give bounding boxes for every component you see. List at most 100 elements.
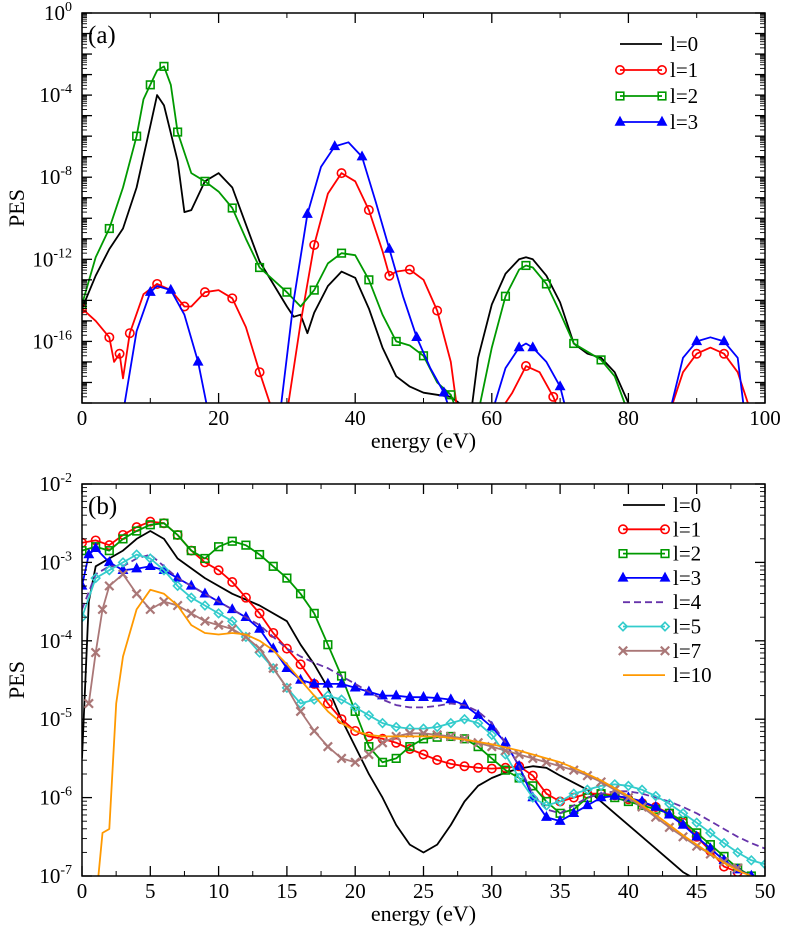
data-point (295, 659, 306, 670)
data-point (104, 223, 114, 234)
data-point (486, 729, 498, 741)
data-point (664, 798, 675, 810)
data-point (309, 239, 320, 250)
legend-marker (617, 621, 629, 632)
x-tick-label: 20 (208, 406, 229, 430)
data-point (200, 553, 210, 564)
data-point (391, 737, 402, 748)
legend-marker (657, 91, 667, 101)
series-l-1 (82, 168, 749, 403)
data-point (691, 830, 703, 841)
data-point (356, 150, 368, 161)
legend-label: l=1 (670, 58, 698, 82)
data-point (445, 731, 456, 742)
data-point (308, 677, 320, 688)
data-point (282, 573, 292, 583)
data-point (609, 789, 621, 800)
data-point (213, 620, 224, 631)
data-point (144, 285, 156, 296)
data-point (487, 753, 497, 763)
data-point (377, 689, 388, 700)
data-point (90, 542, 102, 552)
y-axis-label: PES (4, 661, 29, 699)
data-point (131, 588, 142, 599)
legend-label: l=3 (673, 566, 701, 590)
data-point (541, 279, 552, 289)
data-point (473, 762, 484, 773)
data-point (117, 557, 129, 568)
x-tick-label: 45 (686, 879, 707, 903)
data-point (145, 520, 155, 530)
y-tick-label: 10-2 (39, 471, 72, 496)
data-point (281, 643, 292, 654)
data-point (323, 640, 333, 650)
y-tick-label: 100 (44, 0, 72, 25)
data-point (336, 168, 347, 179)
data-point (186, 546, 196, 556)
data-point (677, 807, 689, 819)
series-line (97, 588, 752, 876)
legend-marker (618, 548, 628, 559)
data-point (540, 810, 552, 821)
data-point (131, 562, 143, 573)
data-point (301, 207, 313, 218)
series-l-0 (82, 530, 692, 876)
data-point (705, 827, 716, 839)
data-point (432, 305, 443, 316)
data-point (97, 604, 108, 615)
legend-marker (659, 524, 670, 535)
data-point (336, 677, 347, 688)
y-tick-label: 10-3 (39, 549, 72, 574)
data-point (124, 328, 135, 339)
data-point (173, 127, 183, 137)
x-tick-label: 80 (618, 406, 639, 430)
data-point (132, 526, 142, 536)
data-point (445, 717, 457, 729)
legend: l=0l=1l=2l=3 (614, 32, 698, 134)
data-point (90, 572, 101, 584)
data-point (322, 741, 333, 752)
data-point (227, 536, 237, 546)
data-point (719, 348, 730, 359)
data-point (322, 690, 334, 702)
series-line (493, 342, 566, 403)
data-point (390, 721, 402, 733)
data-point (459, 761, 470, 772)
data-point (173, 530, 183, 540)
data-point (254, 608, 265, 619)
data-point (254, 549, 265, 560)
data-point (336, 753, 347, 764)
y-tick-label: 10-16 (32, 328, 72, 353)
legend-marker (614, 115, 626, 126)
data-point (513, 772, 525, 784)
series-line (82, 553, 765, 850)
data-point (554, 796, 566, 807)
data-point (595, 791, 607, 802)
legend-label: l=0 (670, 32, 698, 56)
data-point (418, 734, 429, 744)
data-point (329, 140, 341, 151)
legend-marker (615, 91, 625, 101)
x-tick-label: 40 (345, 406, 366, 430)
series-line (82, 65, 455, 403)
y-tick-label: 10-8 (39, 164, 72, 189)
x-tick-label: 25 (413, 879, 434, 903)
data-point (309, 608, 319, 618)
series-l-2 (82, 61, 626, 403)
data-point (185, 592, 197, 604)
data-point (384, 270, 395, 281)
y-tick-label: 10-4 (39, 628, 72, 653)
data-point (350, 725, 361, 736)
data-point (145, 604, 156, 615)
series-line (82, 553, 765, 866)
data-point (554, 380, 566, 391)
data-point (131, 549, 142, 560)
series-l-3 (123, 140, 745, 403)
data-point (309, 725, 320, 736)
data-point (650, 790, 662, 802)
data-point (691, 335, 703, 346)
data-point (527, 770, 538, 781)
data-point (254, 262, 265, 273)
x-tick-label: 20 (345, 879, 366, 903)
